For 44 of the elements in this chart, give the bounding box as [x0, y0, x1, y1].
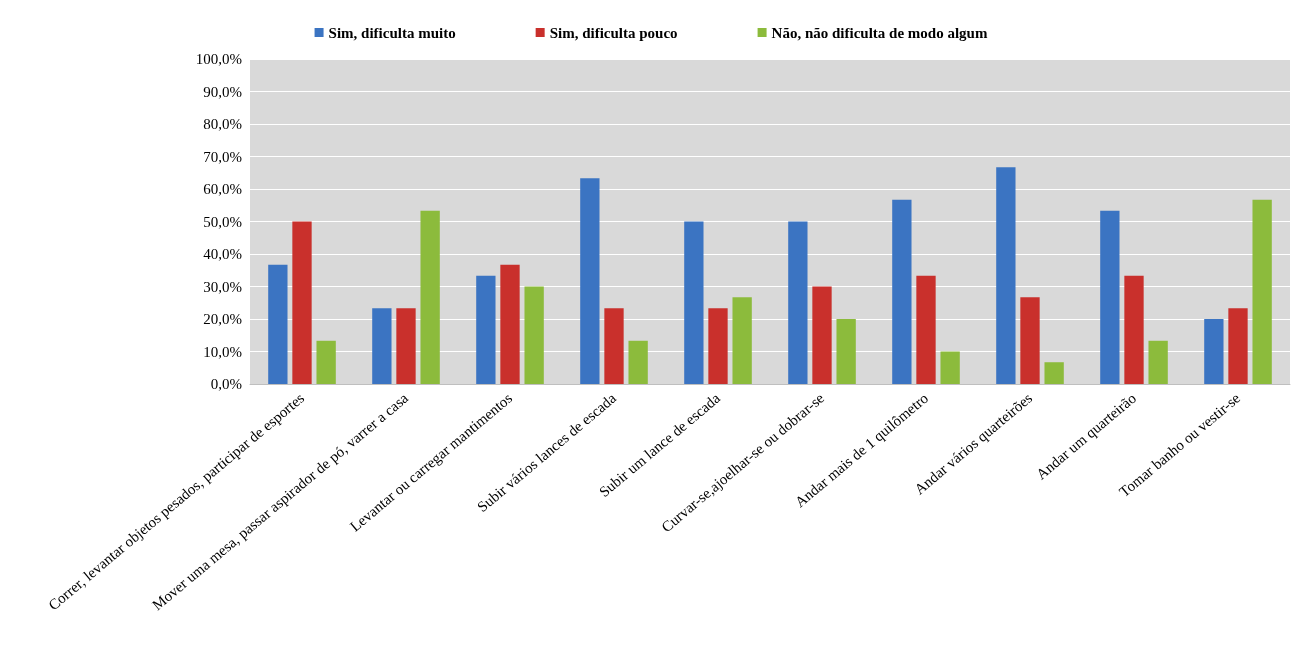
y-tick-label: 90,0%	[203, 83, 242, 100]
bar	[396, 308, 416, 384]
bar	[732, 297, 752, 384]
bar	[628, 340, 648, 384]
legend-label: Sim, dificulta muito	[328, 24, 456, 41]
bar	[1228, 308, 1248, 384]
bar	[836, 319, 856, 384]
bar	[580, 178, 600, 384]
bar	[1124, 275, 1144, 384]
bar	[500, 264, 520, 384]
bar	[892, 199, 912, 384]
bar	[476, 275, 496, 384]
bar	[788, 221, 808, 384]
bar	[684, 221, 704, 384]
bar	[316, 340, 336, 384]
bar	[1252, 199, 1272, 384]
y-tick-label: 50,0%	[203, 213, 242, 230]
y-tick-label: 80,0%	[203, 116, 242, 132]
bar	[916, 275, 936, 384]
legend-label: Não, não dificulta de modo algum	[771, 24, 988, 41]
bar	[420, 210, 440, 384]
bar	[812, 286, 832, 384]
y-tick-label: 60,0%	[203, 181, 242, 197]
bar	[268, 264, 288, 384]
y-tick-label: 70,0%	[203, 148, 242, 165]
y-tick-label: 20,0%	[203, 311, 242, 327]
y-tick-label: 10,0%	[203, 343, 242, 360]
bar	[708, 308, 728, 384]
y-tick-label: 40,0%	[203, 246, 242, 262]
bar	[1044, 362, 1064, 384]
bar	[292, 221, 312, 384]
y-tick-label: 100,0%	[195, 51, 242, 67]
bar	[1204, 319, 1224, 384]
bar	[1100, 210, 1120, 384]
legend-label: Sim, dificulta pouco	[549, 24, 678, 41]
bar	[940, 351, 960, 384]
y-tick-label: 0,0%	[210, 376, 242, 392]
bar	[604, 308, 624, 384]
bar	[1020, 297, 1040, 384]
y-tick-label: 30,0%	[203, 278, 242, 295]
bar	[372, 308, 392, 384]
bar	[1148, 340, 1168, 384]
bar	[524, 286, 544, 384]
bar	[996, 167, 1016, 384]
